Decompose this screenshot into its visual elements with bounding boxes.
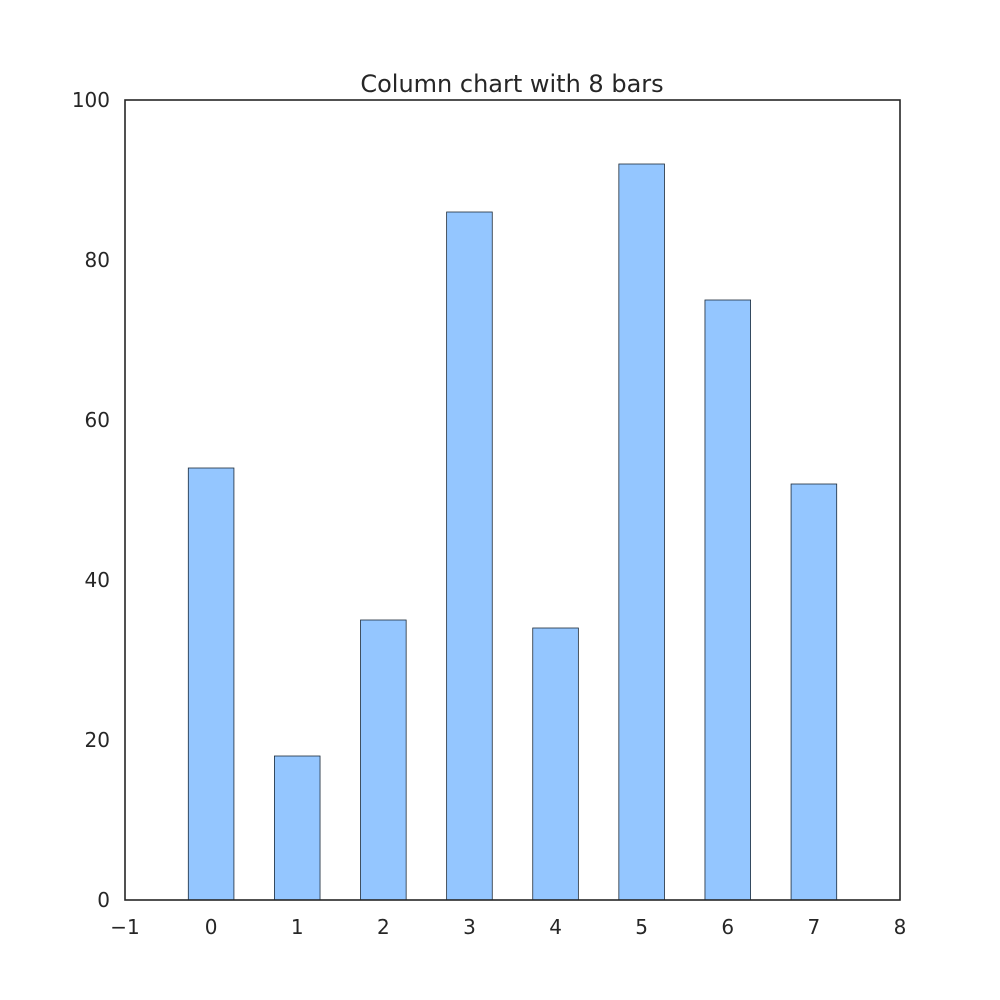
x-tick-label: 1 (291, 915, 304, 939)
x-tick-label: 2 (377, 915, 390, 939)
bar-4 (532, 627, 579, 901)
plot-frame (124, 99, 901, 901)
x-tick-label: 6 (721, 915, 734, 939)
y-tick-label: 40 (85, 568, 110, 592)
bar-1 (274, 755, 321, 901)
y-tick-label: 80 (85, 248, 110, 272)
bar-5 (618, 163, 665, 901)
chart-title: Column chart with 8 bars (360, 70, 663, 98)
x-tick-label: 0 (205, 915, 218, 939)
x-tick-label: 3 (463, 915, 476, 939)
x-axis-ticks: −1 0 1 2 3 4 5 6 7 8 (110, 915, 906, 939)
x-tick-label: 7 (808, 915, 821, 939)
y-tick-label: 100 (72, 88, 110, 112)
bars-layer (187, 163, 838, 901)
bar-0 (187, 467, 235, 901)
x-tick-label: −1 (110, 915, 139, 939)
x-tick-label: 4 (549, 915, 562, 939)
y-axis-ticks: 0 20 40 60 80 100 (72, 88, 110, 912)
bar-2 (360, 619, 407, 901)
bar-6 (704, 299, 751, 901)
x-tick-label: 5 (635, 915, 648, 939)
y-tick-label: 0 (97, 888, 110, 912)
bar-3 (446, 211, 493, 901)
x-tick-label: 8 (894, 915, 907, 939)
bar-7 (790, 483, 838, 901)
y-tick-label: 20 (85, 728, 110, 752)
y-tick-label: 60 (85, 408, 110, 432)
